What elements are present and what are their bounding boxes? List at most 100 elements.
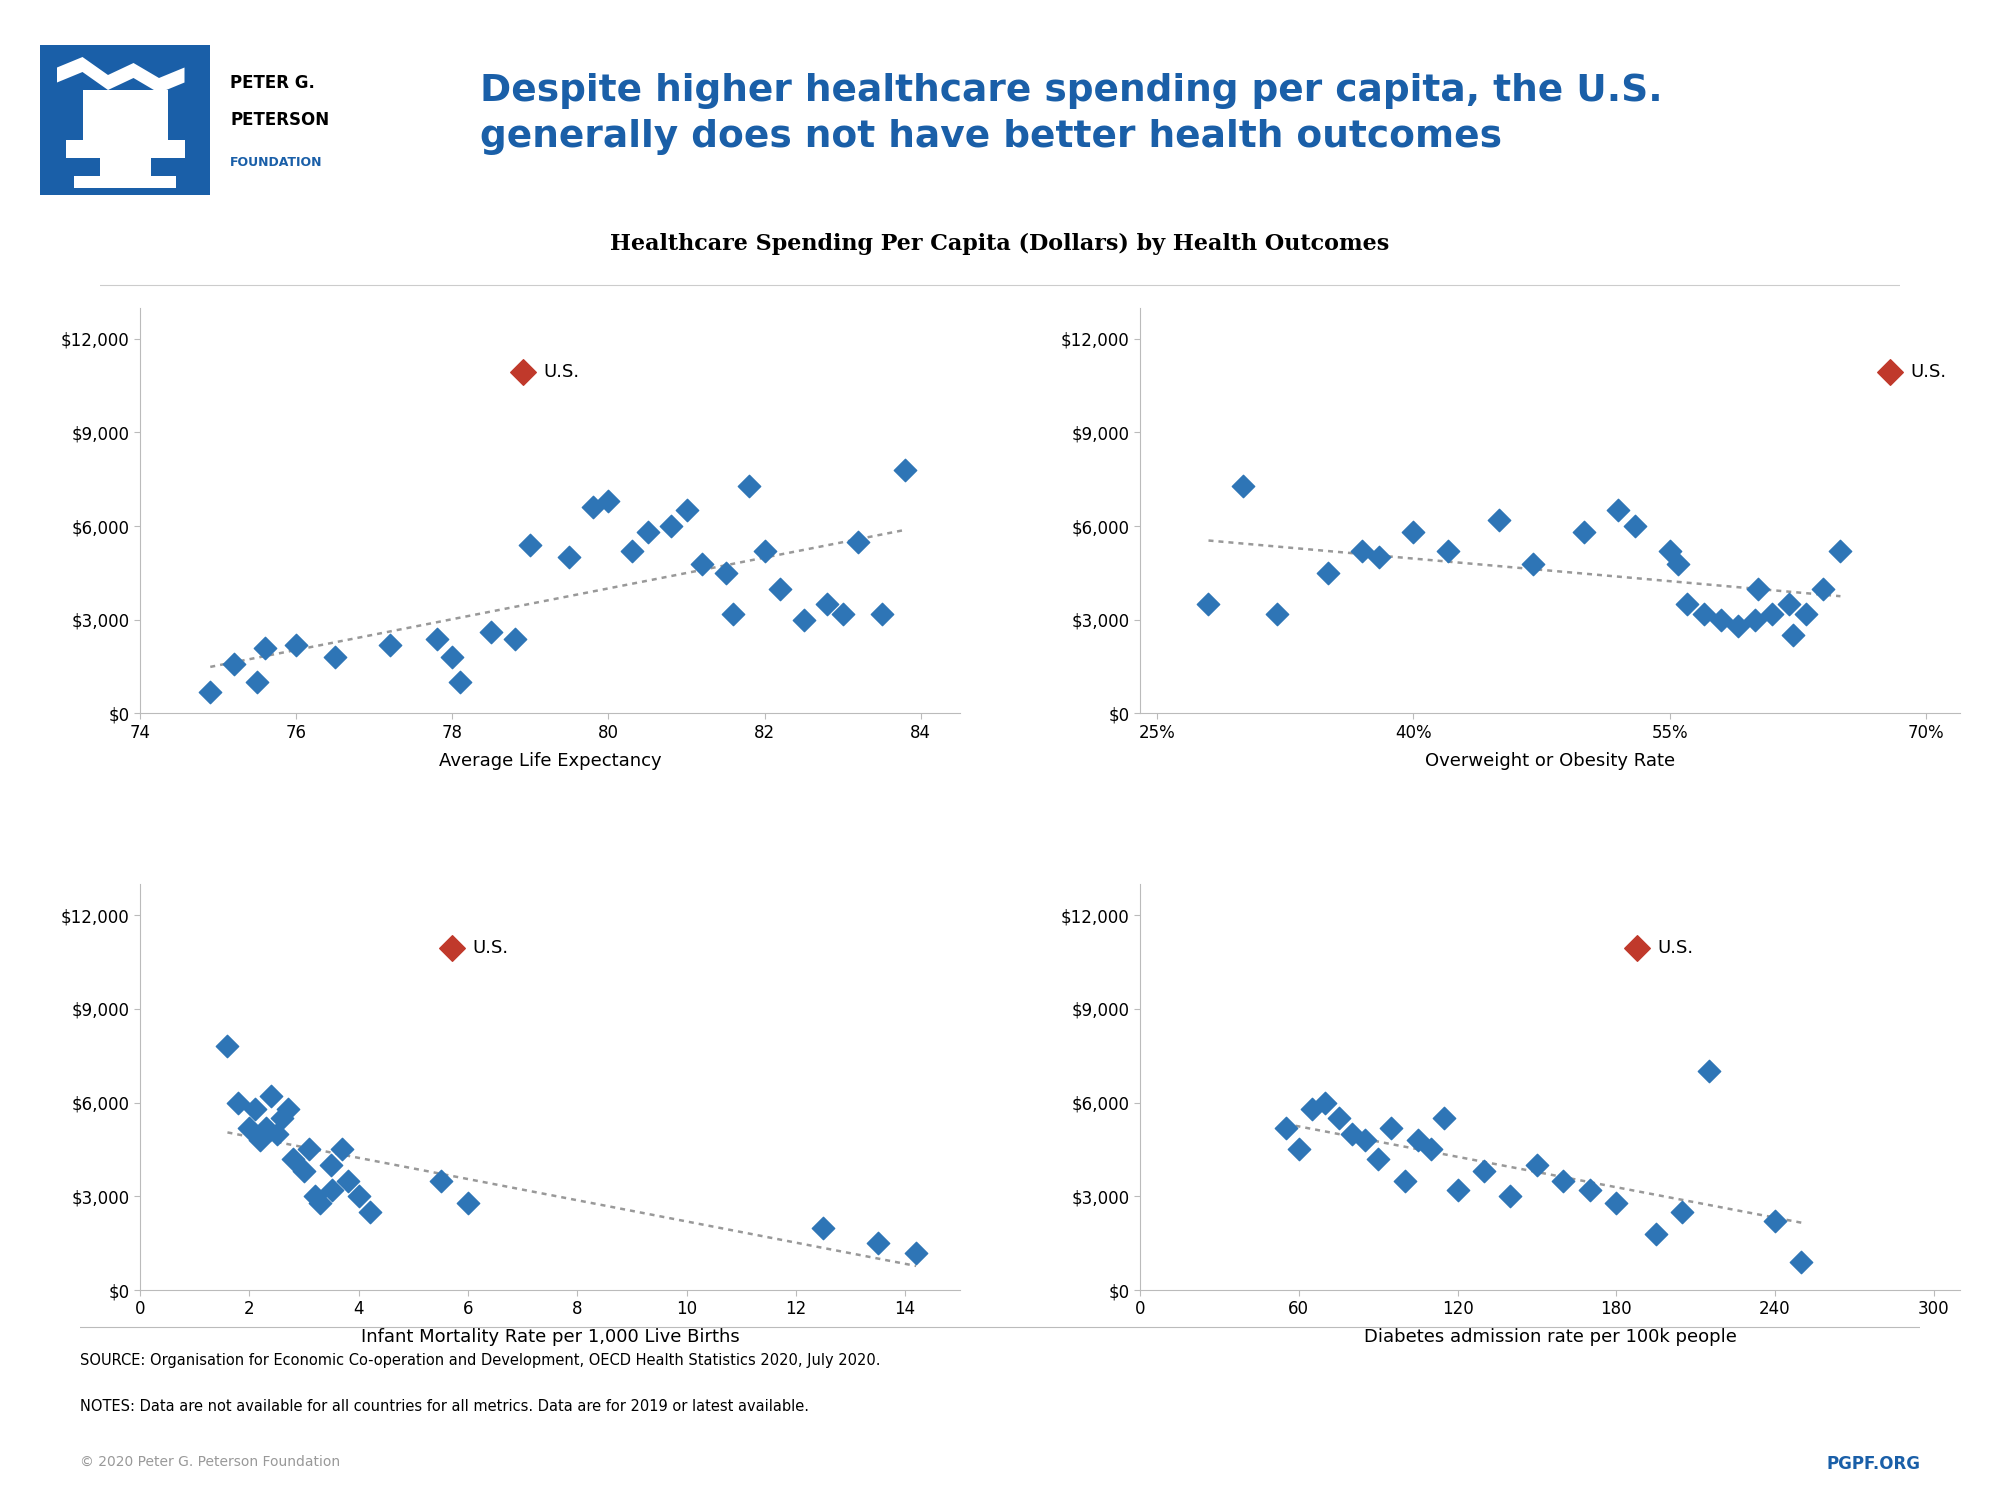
- Text: Healthcare Spending Per Capita (Dollars) by Health Outcomes: Healthcare Spending Per Capita (Dollars)…: [610, 232, 1390, 255]
- Point: [1310, 1090, 1342, 1114]
- Point: [1740, 608, 1772, 631]
- Point: [316, 1178, 348, 1202]
- Point: [1520, 1154, 1552, 1178]
- Point: [862, 1232, 894, 1256]
- Point: [1260, 602, 1292, 625]
- Bar: [82, 90, 168, 142]
- Point: [316, 1154, 348, 1178]
- Point: [1722, 614, 1754, 638]
- Point: [1640, 1222, 1672, 1246]
- Point: [788, 608, 820, 631]
- Point: [1270, 1116, 1302, 1140]
- Bar: [66, 140, 184, 158]
- Point: [260, 1122, 292, 1146]
- Point: [244, 1128, 276, 1152]
- Point: [890, 458, 922, 482]
- Point: [1704, 608, 1736, 631]
- Point: [1376, 1116, 1408, 1140]
- Point: [514, 532, 546, 556]
- Point: [506, 360, 538, 384]
- Point: [554, 546, 586, 570]
- Point: [424, 1168, 456, 1192]
- Point: [326, 1137, 358, 1161]
- Point: [354, 1200, 386, 1224]
- Point: [1620, 514, 1652, 538]
- Point: [1574, 1178, 1606, 1202]
- Point: [592, 489, 624, 513]
- Point: [826, 602, 858, 625]
- Point: [1874, 360, 1906, 384]
- Point: [842, 530, 874, 554]
- Point: [1602, 498, 1634, 522]
- Point: [1482, 509, 1514, 532]
- Point: [1348, 1128, 1380, 1152]
- Point: [1362, 1148, 1394, 1172]
- Point: [764, 576, 796, 600]
- Point: [1432, 538, 1464, 562]
- Point: [294, 1137, 326, 1161]
- Point: [632, 520, 664, 544]
- Point: [808, 1215, 840, 1239]
- Text: U.S.: U.S.: [1910, 363, 1946, 381]
- Point: [1518, 552, 1550, 576]
- Point: [1692, 1059, 1724, 1083]
- Point: [670, 498, 702, 522]
- Point: [1346, 538, 1378, 562]
- Point: [686, 552, 718, 576]
- Text: PETER G.: PETER G.: [230, 74, 314, 92]
- Point: [1402, 1128, 1434, 1152]
- Point: [298, 1185, 330, 1209]
- Point: [1774, 592, 1806, 616]
- Point: [1322, 1106, 1354, 1130]
- Point: [1468, 1160, 1500, 1184]
- Text: FOUNDATION: FOUNDATION: [230, 156, 322, 168]
- Point: [576, 495, 608, 519]
- Point: [1416, 1137, 1448, 1161]
- Point: [1786, 1250, 1818, 1274]
- X-axis label: Average Life Expectancy: Average Life Expectancy: [438, 752, 662, 770]
- Text: NOTES: Data are not available for all countries for all metrics. Data are for 20: NOTES: Data are not available for all co…: [80, 1400, 808, 1414]
- Point: [374, 633, 406, 657]
- Point: [452, 1191, 484, 1215]
- Point: [320, 645, 352, 669]
- Point: [234, 1116, 266, 1140]
- Point: [1312, 561, 1344, 585]
- Text: © 2020 Peter G. Peterson Foundation: © 2020 Peter G. Peterson Foundation: [80, 1455, 340, 1470]
- Point: [1428, 1106, 1460, 1130]
- Point: [900, 1240, 932, 1264]
- Point: [278, 1148, 310, 1172]
- Point: [654, 514, 686, 538]
- Point: [1226, 474, 1258, 498]
- Text: U.S.: U.S.: [1658, 939, 1694, 957]
- Point: [212, 1035, 244, 1059]
- Point: [1442, 1178, 1474, 1202]
- Point: [1662, 552, 1694, 576]
- Point: [1296, 1096, 1328, 1120]
- Point: [1790, 602, 1822, 625]
- Text: PGPF.ORG: PGPF.ORG: [1826, 1455, 1920, 1473]
- Point: [238, 1096, 270, 1120]
- Point: [256, 1084, 288, 1108]
- Point: [1824, 538, 1856, 562]
- Point: [420, 627, 452, 651]
- Point: [1622, 936, 1654, 960]
- Point: [194, 680, 226, 703]
- X-axis label: Overweight or Obesity Rate: Overweight or Obesity Rate: [1426, 752, 1676, 770]
- Point: [1336, 1122, 1368, 1146]
- Text: SOURCE: Organisation for Economic Co-operation and Development, OECD Health Stat: SOURCE: Organisation for Economic Co-ope…: [80, 1353, 880, 1368]
- Point: [436, 936, 468, 960]
- Point: [718, 602, 750, 625]
- Point: [280, 633, 312, 657]
- X-axis label: Diabetes admission rate per 100k people: Diabetes admission rate per 100k people: [1364, 1328, 1736, 1346]
- Text: U.S.: U.S.: [472, 939, 508, 957]
- Point: [1742, 576, 1774, 600]
- Point: [1666, 1200, 1698, 1224]
- Text: PETERSON: PETERSON: [230, 111, 330, 129]
- Point: [288, 1160, 320, 1184]
- Point: [812, 592, 844, 616]
- Point: [1364, 546, 1396, 570]
- Point: [1600, 1191, 1632, 1215]
- Point: [218, 651, 250, 675]
- Point: [1494, 1185, 1526, 1209]
- Point: [1282, 1137, 1314, 1161]
